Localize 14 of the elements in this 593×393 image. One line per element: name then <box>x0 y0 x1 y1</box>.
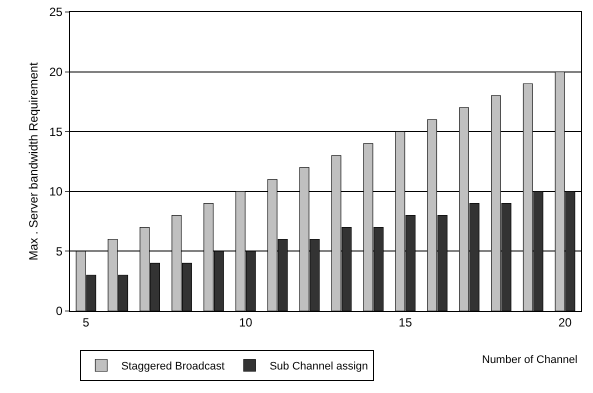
y-tick-label: 15 <box>49 124 63 139</box>
legend-label: Sub Channel assign <box>270 360 368 373</box>
x-tick-label: 15 <box>398 315 412 330</box>
y-tick-label: 5 <box>56 244 63 258</box>
y-tick-label: 25 <box>49 5 63 20</box>
y-tick-label: 0 <box>56 304 63 318</box>
y-tick-label: 10 <box>49 184 63 199</box>
x-tick-label: 10 <box>238 315 253 330</box>
x-tick-label: 20 <box>558 315 572 330</box>
x-tick-label: 5 <box>82 315 90 330</box>
y-axis-title: Max . Server bandwidth Requirement <box>26 62 41 261</box>
x-axis-title: Number of Channel <box>482 354 578 366</box>
y-tick-label: 20 <box>49 65 63 79</box>
legend-label: Staggered Broadcast <box>121 360 225 373</box>
